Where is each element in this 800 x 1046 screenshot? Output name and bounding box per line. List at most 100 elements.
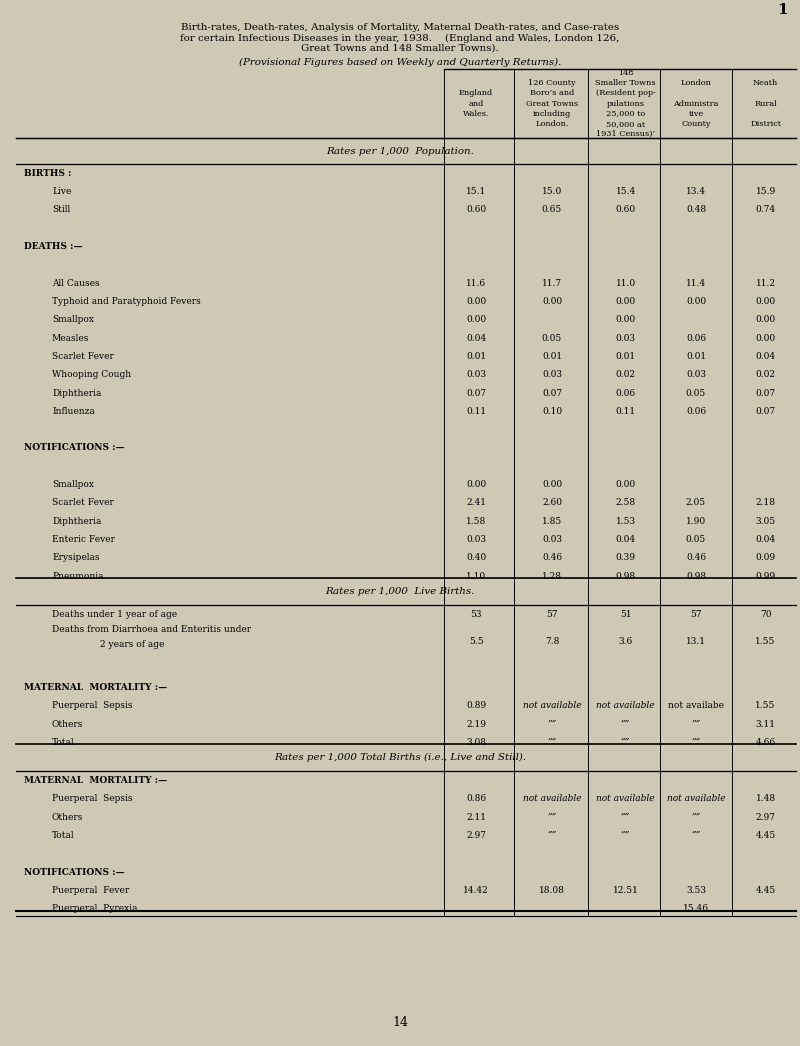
- Text: All Causes: All Causes: [52, 278, 100, 288]
- Text: 0.05: 0.05: [542, 334, 562, 343]
- Text: Puerperal  Sepsis: Puerperal Sepsis: [52, 701, 133, 710]
- Text: ””: ””: [621, 720, 630, 729]
- Text: ””: ””: [691, 831, 701, 840]
- Text: 0.07: 0.07: [755, 407, 776, 416]
- Text: 5.5: 5.5: [469, 637, 483, 646]
- Text: 0.40: 0.40: [466, 553, 486, 563]
- Text: 0.01: 0.01: [615, 351, 636, 361]
- Text: ””: ””: [547, 831, 557, 840]
- Text: 126 County
Boro’s and
Great Towns
including
London.: 126 County Boro’s and Great Towns includ…: [526, 79, 578, 128]
- Text: not available: not available: [596, 794, 655, 803]
- Text: Whooping Cough: Whooping Cough: [52, 370, 131, 380]
- Text: NOTIFICATIONS :—: NOTIFICATIONS :—: [24, 444, 125, 453]
- Text: Deaths from Diarrhoea and Enteritis under: Deaths from Diarrhoea and Enteritis unde…: [52, 626, 251, 634]
- Text: Others: Others: [52, 720, 83, 729]
- Text: 0.00: 0.00: [755, 334, 776, 343]
- Text: 0.09: 0.09: [755, 553, 776, 563]
- Text: 13.1: 13.1: [686, 637, 706, 646]
- Text: 2.18: 2.18: [755, 498, 776, 507]
- Text: Measles: Measles: [52, 334, 90, 343]
- Text: 0.00: 0.00: [615, 480, 636, 490]
- Text: 4.45: 4.45: [755, 831, 776, 840]
- Text: 0.05: 0.05: [686, 388, 706, 397]
- Text: 0.04: 0.04: [755, 535, 776, 544]
- Text: ””: ””: [691, 737, 701, 747]
- Text: Scarlet Fever: Scarlet Fever: [52, 351, 114, 361]
- Text: 0.00: 0.00: [466, 315, 486, 324]
- Text: not available: not available: [522, 701, 582, 710]
- Text: 0.89: 0.89: [466, 701, 486, 710]
- Text: 0.02: 0.02: [616, 370, 636, 380]
- Text: Scarlet Fever: Scarlet Fever: [52, 498, 114, 507]
- Text: 57: 57: [546, 610, 558, 619]
- Text: MATERNAL  MORTALITY :—: MATERNAL MORTALITY :—: [24, 776, 167, 786]
- Text: not available: not available: [596, 701, 655, 710]
- Text: 1.85: 1.85: [542, 517, 562, 526]
- Text: 3.53: 3.53: [686, 886, 706, 895]
- Text: 2.11: 2.11: [466, 813, 486, 822]
- Text: ””: ””: [621, 831, 630, 840]
- Text: 0.00: 0.00: [615, 297, 636, 306]
- Text: Puerperal  Sepsis: Puerperal Sepsis: [52, 794, 133, 803]
- Text: ””: ””: [547, 720, 557, 729]
- Text: 0.01: 0.01: [686, 351, 706, 361]
- Text: 0.03: 0.03: [616, 334, 636, 343]
- Text: 0.86: 0.86: [466, 794, 486, 803]
- Text: 1.58: 1.58: [466, 517, 486, 526]
- Text: Smallpox: Smallpox: [52, 315, 94, 324]
- Text: 0.04: 0.04: [466, 334, 486, 343]
- Text: 2.41: 2.41: [466, 498, 486, 507]
- Text: 11.6: 11.6: [466, 278, 486, 288]
- Text: 15.46: 15.46: [683, 904, 709, 913]
- Text: 2 years of age: 2 years of age: [100, 640, 164, 649]
- Text: Birth-rates, Death-rates, Analysis of Mortality, Maternal Death-rates, and Case-: Birth-rates, Death-rates, Analysis of Mo…: [181, 23, 619, 32]
- Text: 4.66: 4.66: [755, 737, 776, 747]
- Text: 0.11: 0.11: [615, 407, 636, 416]
- Text: Typhoid and Paratyphoid Fevers: Typhoid and Paratyphoid Fevers: [52, 297, 201, 306]
- Text: 1.90: 1.90: [686, 517, 706, 526]
- Text: 11.4: 11.4: [686, 278, 706, 288]
- Text: Smallpox: Smallpox: [52, 480, 94, 490]
- Text: 3.05: 3.05: [755, 517, 776, 526]
- Text: 0.03: 0.03: [466, 370, 486, 380]
- Text: 0.46: 0.46: [542, 553, 562, 563]
- Text: 15.4: 15.4: [615, 187, 636, 197]
- Text: 4.45: 4.45: [755, 886, 776, 895]
- Text: 2.58: 2.58: [615, 498, 636, 507]
- Text: 15.1: 15.1: [466, 187, 486, 197]
- Text: 3.08: 3.08: [466, 737, 486, 747]
- Text: Rates per 1,000 Total Births (i.e., Live and Still).: Rates per 1,000 Total Births (i.e., Live…: [274, 753, 526, 763]
- Text: Deaths under 1 year of age: Deaths under 1 year of age: [52, 610, 177, 619]
- Text: Others: Others: [52, 813, 83, 822]
- Text: 14: 14: [392, 1017, 408, 1029]
- Text: 3.11: 3.11: [755, 720, 776, 729]
- Text: not available: not available: [522, 794, 582, 803]
- Text: Diphtheria: Diphtheria: [52, 517, 102, 526]
- Text: 0.60: 0.60: [615, 205, 636, 214]
- Text: ””: ””: [621, 813, 630, 822]
- Text: 15.0: 15.0: [542, 187, 562, 197]
- Text: 0.00: 0.00: [686, 297, 706, 306]
- Text: 0.04: 0.04: [615, 535, 636, 544]
- Text: NOTIFICATIONS :—: NOTIFICATIONS :—: [24, 867, 125, 877]
- Text: 1.55: 1.55: [755, 701, 776, 710]
- Text: Total: Total: [52, 831, 74, 840]
- Text: ””: ””: [691, 813, 701, 822]
- Text: 1.10: 1.10: [466, 571, 486, 581]
- Text: Rates per 1,000  Population.: Rates per 1,000 Population.: [326, 146, 474, 156]
- Text: 0.48: 0.48: [686, 205, 706, 214]
- Text: MATERNAL  MORTALITY :—: MATERNAL MORTALITY :—: [24, 683, 167, 692]
- Text: Live: Live: [52, 187, 71, 197]
- Text: Enteric Fever: Enteric Fever: [52, 535, 115, 544]
- Text: ””: ””: [621, 737, 630, 747]
- Text: 0.74: 0.74: [755, 205, 776, 214]
- Text: Erysipelas: Erysipelas: [52, 553, 99, 563]
- Text: Puerperal  Fever: Puerperal Fever: [52, 886, 130, 895]
- Text: 0.03: 0.03: [686, 370, 706, 380]
- Text: 7.8: 7.8: [545, 637, 559, 646]
- Text: 0.99: 0.99: [755, 571, 776, 581]
- Text: 0.60: 0.60: [466, 205, 486, 214]
- Text: 3.6: 3.6: [618, 637, 633, 646]
- Text: 2.19: 2.19: [466, 720, 486, 729]
- Text: 0.05: 0.05: [686, 535, 706, 544]
